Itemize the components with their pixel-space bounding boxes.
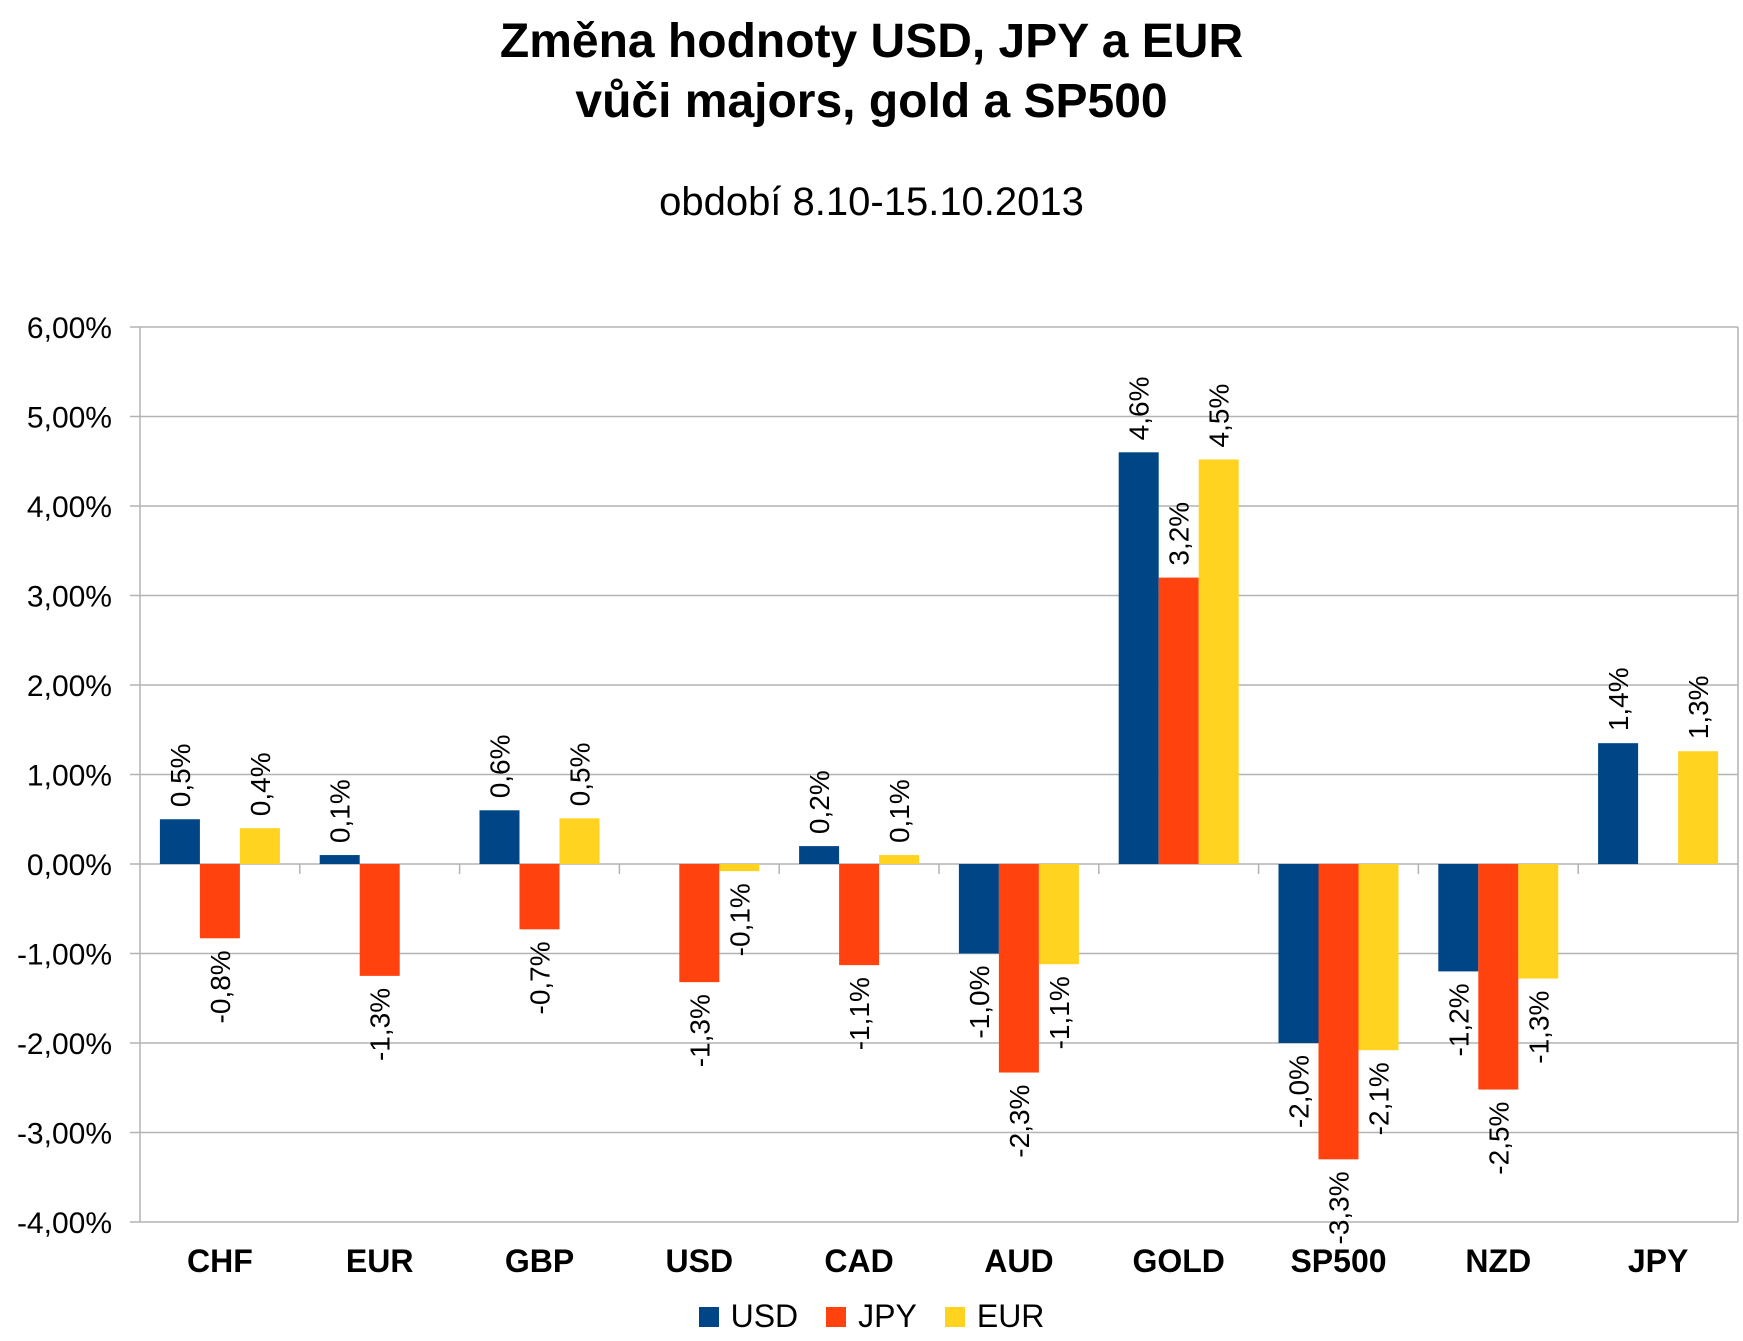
legend-swatch-eur: [944, 1306, 965, 1327]
chart-title: Změna hodnoty USD, JPY a EUR vůči majors…: [0, 12, 1743, 132]
bar-jpy-cad: [839, 864, 880, 966]
bar-jpy-eur: [359, 864, 400, 976]
y-tick-label: 3,00%: [27, 581, 112, 614]
data-label: -1,1%: [1044, 976, 1075, 1049]
y-tick-label: -4,00%: [17, 1207, 112, 1240]
data-label: -0,1%: [724, 883, 755, 956]
data-label: 4,6%: [1124, 376, 1155, 440]
legend-item-jpy: JPY: [826, 1298, 917, 1335]
bar-jpy-gold: [1158, 577, 1199, 864]
x-category-label: USD: [666, 1243, 734, 1279]
data-label: -1,3%: [684, 994, 715, 1067]
legend-label-eur: EUR: [976, 1298, 1045, 1334]
data-label: -2,0%: [1284, 1055, 1315, 1128]
data-label: -1,3%: [365, 988, 396, 1061]
bar-eur-usd: [719, 864, 760, 872]
data-label: 0,5%: [565, 743, 596, 807]
data-label: 3,2%: [1164, 502, 1195, 566]
bar-jpy-gbp: [519, 864, 560, 930]
data-label: 0,1%: [325, 779, 356, 843]
bar-usd-aud: [958, 864, 999, 954]
x-category-label: CHF: [187, 1243, 253, 1279]
data-label: -0,8%: [205, 950, 236, 1023]
y-tick-label: -1,00%: [17, 939, 112, 972]
y-tick-label: 1,00%: [27, 760, 112, 793]
x-category-label: JPY: [1628, 1243, 1688, 1279]
legend-swatch-jpy: [826, 1306, 847, 1327]
legend-item-eur: EUR: [944, 1298, 1045, 1335]
legend-swatch-usd: [698, 1306, 719, 1327]
bar-eur-sp500: [1358, 864, 1399, 1051]
x-category-label: CAD: [824, 1243, 893, 1279]
bar-usd-gold: [1118, 452, 1159, 864]
legend-label-usd: USD: [730, 1298, 799, 1334]
bar-jpy-usd: [679, 864, 720, 983]
data-label: 1,4%: [1603, 667, 1634, 731]
legend-item-usd: USD: [698, 1298, 799, 1335]
data-label: -0,7%: [525, 941, 556, 1014]
x-category-label: EUR: [346, 1243, 414, 1279]
chart-title-line-1: Změna hodnoty USD, JPY a EUR: [499, 15, 1244, 68]
y-tick-label: 5,00%: [27, 402, 112, 435]
data-label: 4,5%: [1204, 384, 1235, 448]
bar-eur-gbp: [559, 818, 600, 864]
x-category-label: GBP: [505, 1243, 574, 1279]
y-tick-label: 4,00%: [27, 491, 112, 524]
data-label: -2,5%: [1483, 1102, 1514, 1175]
data-label: 0,5%: [165, 743, 196, 807]
x-category-label: GOLD: [1132, 1243, 1224, 1279]
y-tick-label: 6,00%: [27, 312, 112, 345]
bar-jpy-nzd: [1478, 864, 1519, 1090]
x-category-label: AUD: [984, 1243, 1053, 1279]
data-label: 0,1%: [884, 779, 915, 843]
bar-usd-sp500: [1278, 864, 1319, 1043]
data-label: -1,1%: [844, 977, 875, 1050]
bar-usd-cad: [799, 846, 840, 864]
data-label: -2,3%: [1004, 1085, 1035, 1158]
bar-eur-nzd: [1518, 864, 1559, 979]
bar-usd-gbp: [479, 810, 520, 864]
y-tick-label: 2,00%: [27, 670, 112, 703]
bar-usd-nzd: [1438, 864, 1479, 972]
bar-usd-eur: [319, 855, 360, 864]
bar-eur-gold: [1198, 459, 1239, 864]
data-label: 0,2%: [804, 770, 835, 834]
data-label: 0,6%: [485, 734, 516, 798]
y-tick-label: -3,00%: [17, 1118, 112, 1151]
chart-legend: USD JPY EUR: [0, 1298, 1743, 1335]
data-label: 1,3%: [1683, 675, 1714, 739]
bar-chart: 6,00% 5,00% 4,00% 3,00% 2,00% 1,00% 0,00% -1,00…: [17, 312, 1739, 1279]
data-label: -2,1%: [1364, 1062, 1395, 1135]
chart-subtitle: období 8.10-15.10.2013: [659, 180, 1084, 224]
bar-usd-chf: [159, 819, 200, 864]
bar-eur-cad: [879, 855, 920, 864]
y-tick-label: 0,00%: [27, 849, 112, 882]
x-category-label: SP500: [1290, 1243, 1386, 1279]
bar-jpy-chf: [199, 864, 240, 939]
data-label: -1,3%: [1523, 991, 1554, 1064]
chart-title-line-2: vůči majors, gold a SP500: [575, 75, 1168, 128]
legend-label-jpy: JPY: [858, 1298, 917, 1334]
bar-jpy-aud: [998, 864, 1039, 1073]
bar-eur-aud: [1038, 864, 1079, 965]
data-label: 0,4%: [245, 752, 276, 816]
x-category-label: NZD: [1465, 1243, 1531, 1279]
bar-jpy-sp500: [1318, 864, 1359, 1160]
data-label: -1,2%: [1443, 983, 1474, 1056]
data-label: -1,0%: [964, 966, 995, 1039]
bar-eur-jpy: [1678, 751, 1719, 864]
y-tick-label: -2,00%: [17, 1028, 112, 1061]
data-label: -3,3%: [1324, 1171, 1355, 1244]
bar-eur-chf: [239, 828, 280, 864]
bar-usd-jpy: [1598, 743, 1639, 864]
